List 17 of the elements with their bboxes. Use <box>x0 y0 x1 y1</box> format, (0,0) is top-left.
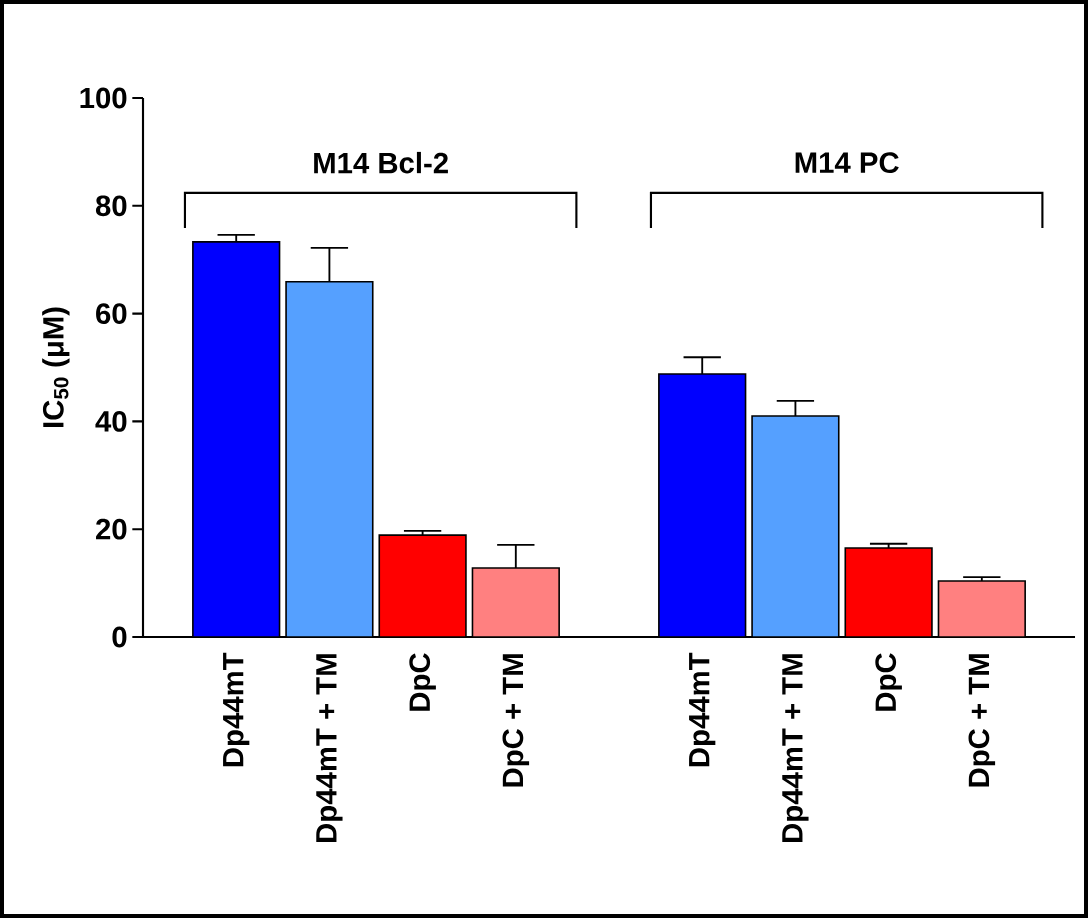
x-tick-label: Dp44mT <box>689 652 716 767</box>
x-tick-label: DpC <box>409 653 436 711</box>
y-tick-label: 0 <box>112 626 127 648</box>
y-tick-label: 20 <box>96 518 127 540</box>
x-tick-label: Dp44mT + TM <box>316 654 343 842</box>
y-tick-label: 80 <box>95 195 127 217</box>
x-tick-label: DpC <box>875 653 902 711</box>
y-tick-label: 100 <box>80 87 127 109</box>
annotation: M14 PC <box>795 152 899 174</box>
x-tick-label: DpC + TM <box>502 654 530 787</box>
x-tick-label: DpC + TM <box>968 654 996 787</box>
y-tick-label: 60 <box>96 303 127 324</box>
x-tick-label: Dp44mT + TM <box>782 654 809 842</box>
x-tick-label: Dp44mT <box>223 652 250 767</box>
y-tick-label: 40 <box>95 411 127 432</box>
annotation: M14 Bcl-2 <box>314 151 448 174</box>
y-axis-title: IC$_{50}$ (μM) <box>42 307 70 427</box>
